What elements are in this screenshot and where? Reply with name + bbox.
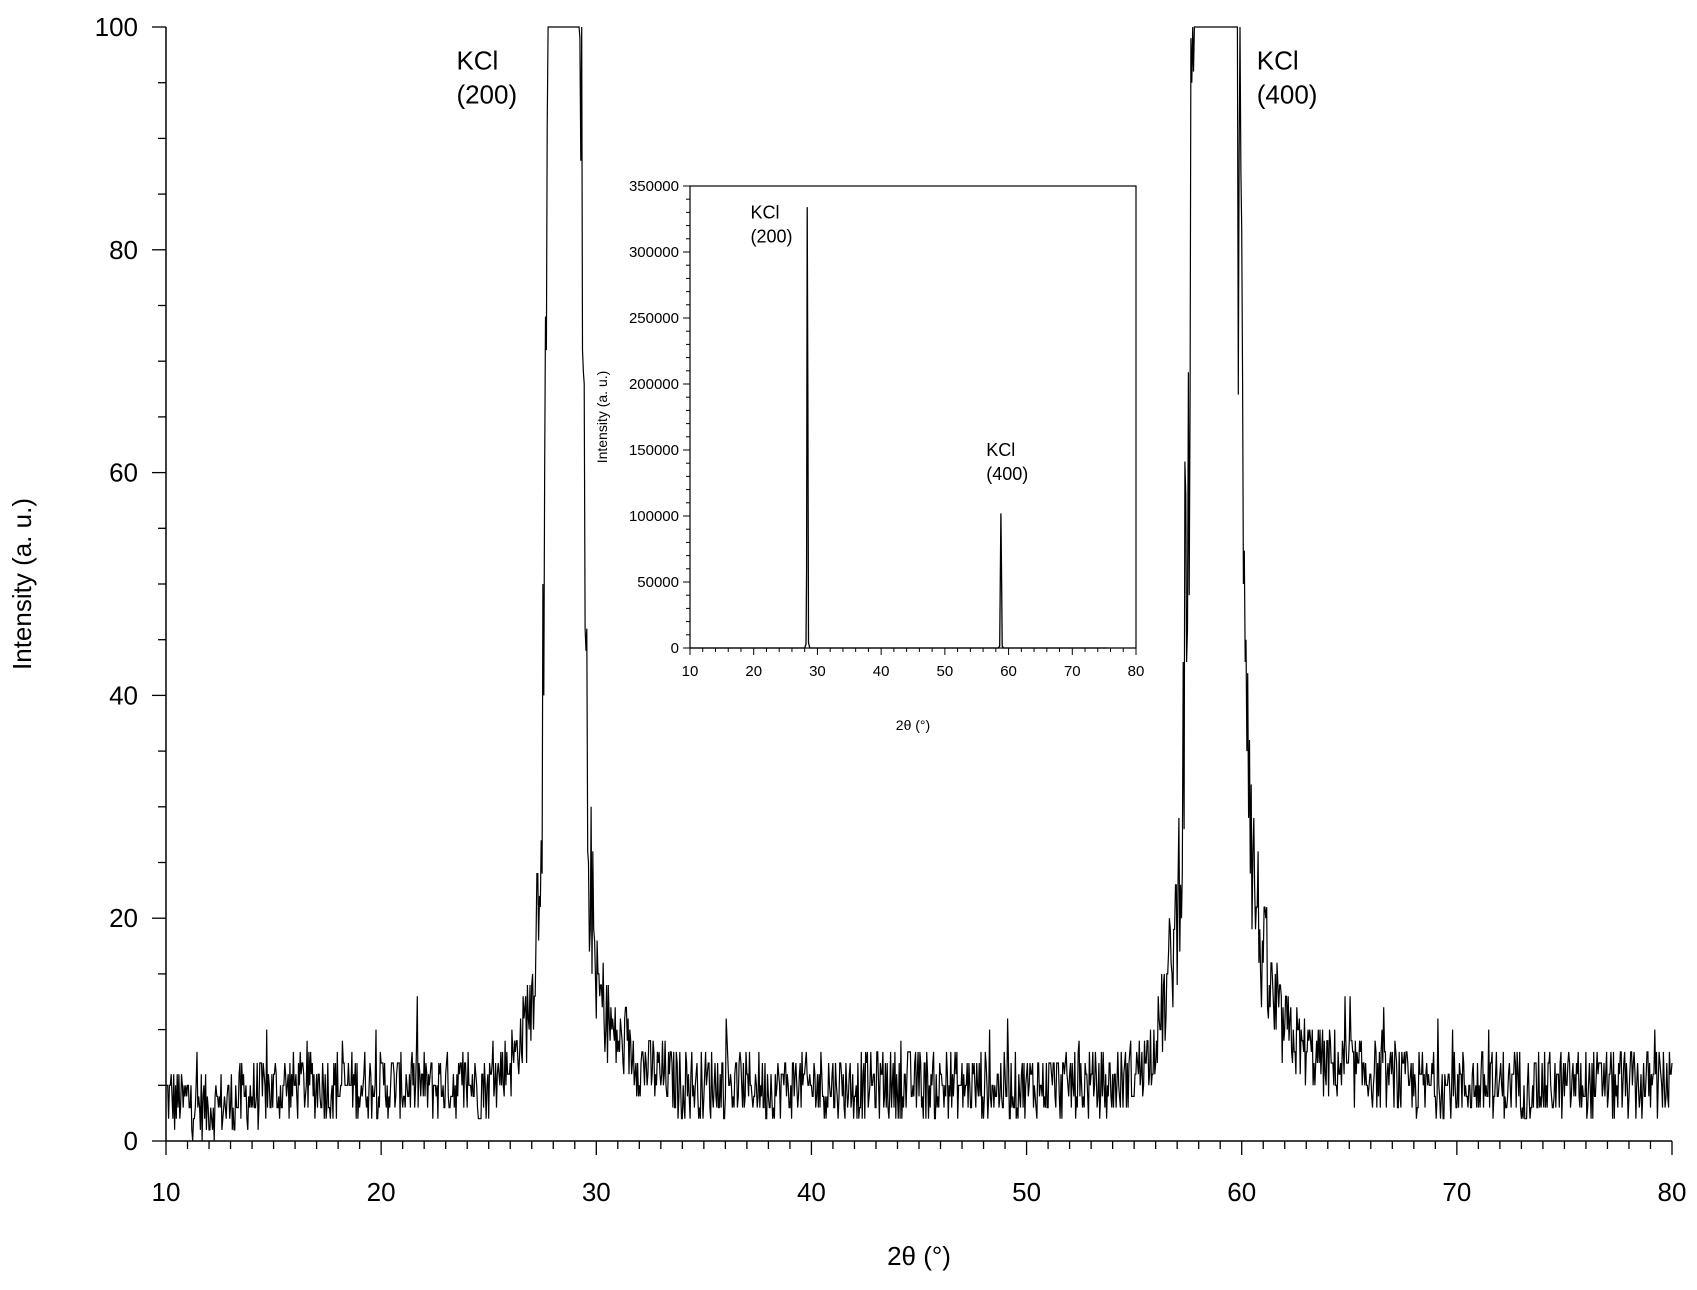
main-x-tick-label: 10 bbox=[152, 1177, 181, 1207]
main-y-tick-label: 80 bbox=[109, 235, 138, 265]
main-x-axis-label: 2θ (°) bbox=[887, 1241, 951, 1271]
inset-y-axis-label: Intensity (a. u.) bbox=[594, 371, 610, 464]
main-x-tick-label: 50 bbox=[1012, 1177, 1041, 1207]
main-annotation-kcl-200-name: KCl bbox=[456, 45, 498, 75]
inset-annotation-kcl-400-index: (400) bbox=[986, 464, 1028, 484]
main-x-tick-label: 30 bbox=[582, 1177, 611, 1207]
inset-annotation-kcl-200-index: (200) bbox=[751, 226, 793, 246]
main-trace-layer bbox=[166, 26, 1673, 1142]
main-x-tick-label: 60 bbox=[1227, 1177, 1256, 1207]
inset-annotation-kcl-400-name: KCl bbox=[986, 440, 1015, 460]
inset-annotation-kcl-200-name: KCl bbox=[751, 202, 780, 222]
inset-chart: 0 50000 100000 150000 200000 250000 300000 3500… bbox=[594, 178, 1144, 733]
inset-x-tick-label: 10 bbox=[682, 663, 699, 680]
inset-x-tick-label: 70 bbox=[1064, 663, 1081, 680]
main-y-tick-label: 20 bbox=[109, 903, 138, 933]
main-y-tick-label: 0 bbox=[124, 1126, 138, 1156]
main-x-tick-label: 80 bbox=[1658, 1177, 1687, 1207]
main-y-tick-label: 60 bbox=[109, 458, 138, 488]
inset-x-tick-label: 30 bbox=[809, 663, 826, 680]
inset-x-tick-label: 60 bbox=[1000, 663, 1017, 680]
inset-y-tick-label: 200000 bbox=[629, 376, 679, 393]
inset-y-tick-label: 100000 bbox=[629, 508, 679, 525]
inset-frame bbox=[689, 185, 1137, 649]
inset-x-tick-label: 20 bbox=[745, 663, 762, 680]
inset-y-tick-label: 0 bbox=[671, 640, 679, 657]
inset-x-tick-label: 50 bbox=[937, 663, 954, 680]
inset-y-tick-label: 250000 bbox=[629, 310, 679, 327]
main-x-tick-label: 70 bbox=[1442, 1177, 1471, 1207]
inset-x-axis-label: 2θ (°) bbox=[896, 717, 930, 733]
inset-x-tick-label: 40 bbox=[873, 663, 890, 680]
inset-y-tick-label: 150000 bbox=[629, 442, 679, 459]
main-y-tick-label: 100 bbox=[95, 12, 138, 42]
main-x-tick-label: 20 bbox=[367, 1177, 396, 1207]
inset-y-tick-label: 350000 bbox=[629, 178, 679, 195]
inset-axes-layer: 0 50000 100000 150000 200000 250000 300000 3500… bbox=[629, 178, 1144, 680]
main-y-axis-label: Intensity (a. u.) bbox=[7, 498, 37, 670]
inset-y-tick-label: 50000 bbox=[637, 574, 679, 591]
main-xrd-trace bbox=[166, 26, 1673, 1142]
main-annotation-kcl-400-name: KCl bbox=[1257, 45, 1299, 75]
main-annotation-kcl-200-index: (200) bbox=[456, 79, 517, 109]
inset-y-tick-label: 300000 bbox=[629, 244, 679, 261]
inset-background bbox=[690, 186, 1136, 648]
main-x-tick-label: 40 bbox=[797, 1177, 826, 1207]
main-annotation-kcl-400-index: (400) bbox=[1257, 79, 1318, 109]
main-y-tick-label: 40 bbox=[109, 680, 138, 710]
inset-x-tick-label: 80 bbox=[1128, 663, 1145, 680]
